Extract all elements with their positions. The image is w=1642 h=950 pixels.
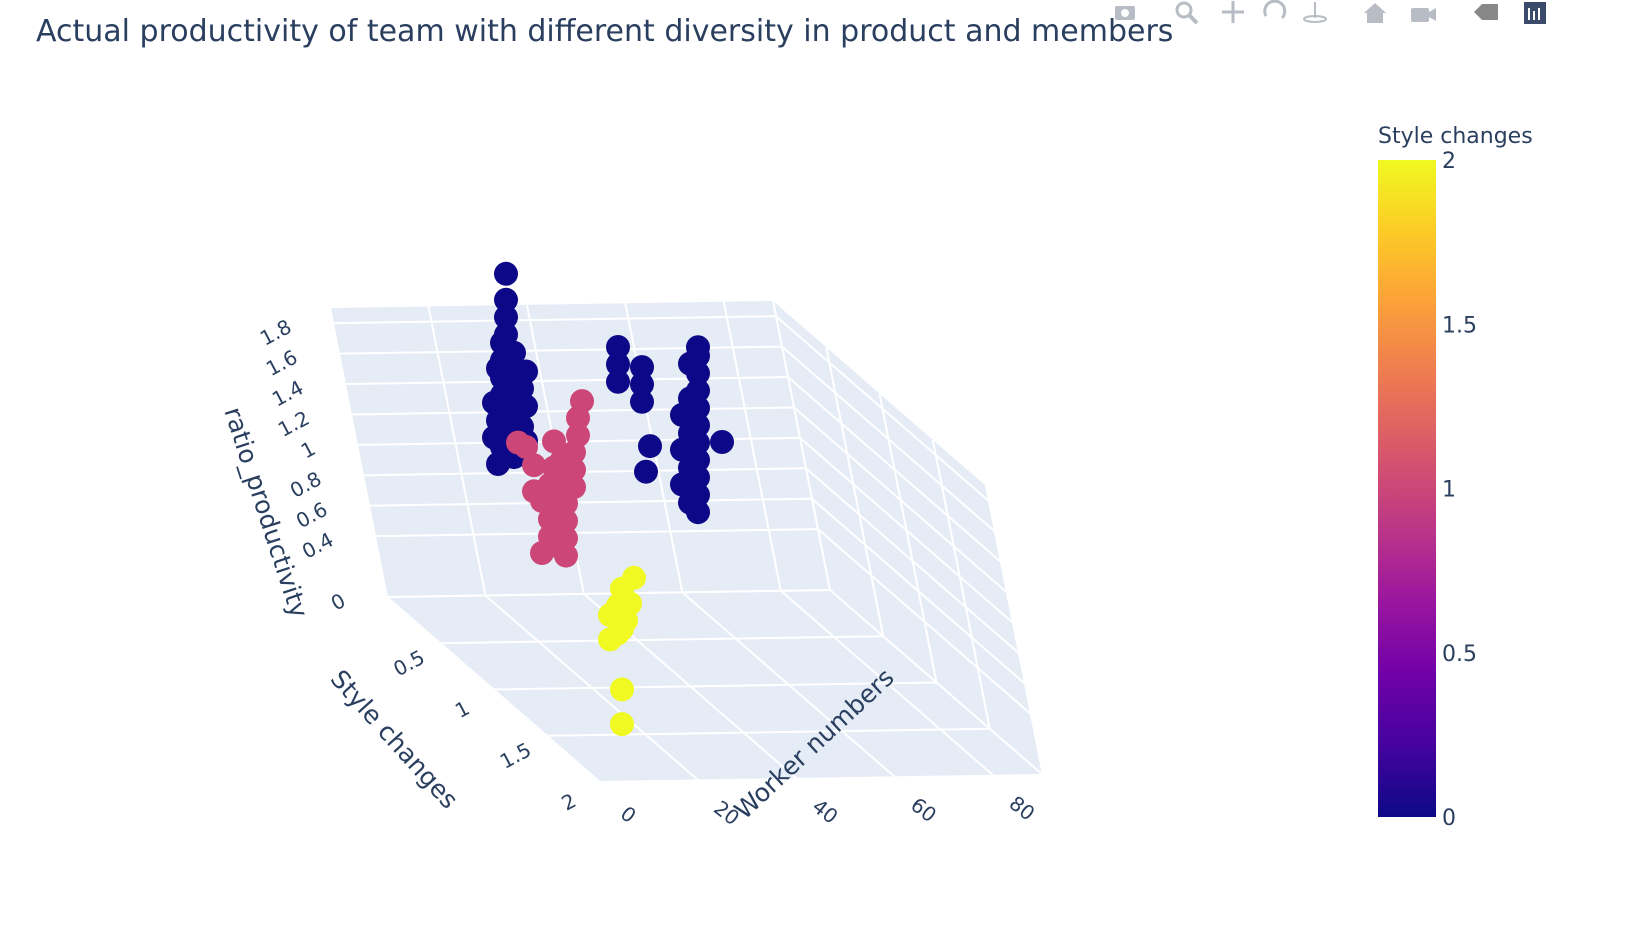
data-point bbox=[606, 335, 630, 359]
data-point bbox=[598, 603, 622, 628]
data-point bbox=[630, 372, 654, 397]
series-style-1 bbox=[506, 389, 594, 568]
y-gridline bbox=[599, 485, 1045, 783]
x-tick-label: 40 bbox=[808, 794, 843, 829]
data-point bbox=[490, 330, 514, 355]
home-icon[interactable] bbox=[1360, 0, 1390, 24]
zoom-icon[interactable] bbox=[1172, 0, 1202, 24]
y-tick-label: 0.5 bbox=[389, 645, 428, 681]
data-point bbox=[670, 402, 694, 427]
data-point bbox=[638, 434, 662, 459]
colorbar-tick-label: 1 bbox=[1442, 478, 1456, 503]
data-point bbox=[610, 677, 634, 702]
y-gridline bbox=[386, 300, 832, 598]
colorbar-tick-label: 0.5 bbox=[1442, 642, 1477, 667]
data-point bbox=[538, 507, 562, 532]
data-point bbox=[486, 452, 510, 476]
data-point bbox=[710, 430, 734, 454]
chart-title: Actual productivity of team with differe… bbox=[36, 14, 1174, 49]
data-point bbox=[566, 406, 590, 430]
colorbar-title: Style changes bbox=[1378, 124, 1533, 149]
data-point bbox=[522, 453, 546, 478]
gridlines bbox=[329, 300, 1045, 783]
data-point bbox=[494, 305, 518, 330]
data-point bbox=[542, 429, 566, 454]
data-point bbox=[606, 352, 630, 377]
z-tick-label: 0 bbox=[327, 588, 350, 615]
scatter3d-scene[interactable]: 00.40.60.811.21.41.61.80.511.52 0 20 40 60 80… bbox=[0, 0, 1300, 950]
y-gridline bbox=[546, 439, 991, 737]
camera-icon[interactable] bbox=[1110, 0, 1140, 24]
y-tick-label: 2 bbox=[557, 788, 580, 815]
data-point bbox=[482, 390, 506, 415]
data-point bbox=[630, 355, 654, 380]
data-point bbox=[522, 479, 546, 504]
hover-toggle-icon[interactable] bbox=[1470, 0, 1500, 24]
data-point bbox=[598, 627, 622, 652]
series-style-0 bbox=[482, 261, 734, 525]
colorbar-tick-label: 2 bbox=[1442, 149, 1456, 174]
camera-view-icon[interactable] bbox=[1408, 0, 1438, 24]
data-point bbox=[486, 356, 510, 381]
data-point bbox=[670, 437, 694, 462]
data-point bbox=[610, 712, 634, 737]
data-point bbox=[678, 490, 702, 515]
data-point bbox=[630, 389, 654, 414]
z-tick-label: 0.4 bbox=[298, 527, 337, 563]
colorbar-tick-label: 1.5 bbox=[1442, 313, 1477, 338]
y-gridline bbox=[493, 393, 938, 691]
y-axis-title: Style changes bbox=[325, 664, 464, 814]
z-tick-label: 1 bbox=[297, 436, 320, 463]
data-point bbox=[678, 351, 702, 376]
data-point bbox=[510, 376, 534, 401]
plotly-logo-icon[interactable] bbox=[1520, 0, 1550, 24]
series-style-2 bbox=[598, 565, 646, 737]
turntable-rotation-icon[interactable] bbox=[1300, 0, 1330, 24]
pan-icon[interactable] bbox=[1218, 0, 1248, 24]
orbit-rotation-icon[interactable] bbox=[1260, 0, 1290, 24]
data-point bbox=[482, 425, 506, 450]
colorbar-tick-label: 0 bbox=[1442, 806, 1456, 831]
markers bbox=[482, 261, 734, 737]
data-point bbox=[606, 369, 630, 394]
data-point bbox=[530, 541, 554, 565]
data-point bbox=[634, 459, 658, 484]
x-tick-label: 0 bbox=[616, 801, 641, 828]
x-tick-label: 60 bbox=[906, 793, 941, 828]
y-gridline bbox=[440, 347, 885, 645]
y-tick-label: 1 bbox=[451, 696, 474, 723]
data-point bbox=[494, 261, 518, 286]
x-tick-label: 80 bbox=[1005, 791, 1040, 826]
y-tick-label: 1.5 bbox=[496, 738, 535, 774]
data-point bbox=[670, 472, 694, 497]
data-point bbox=[506, 430, 530, 455]
colorbar-gradient bbox=[1378, 160, 1436, 817]
data-point bbox=[494, 287, 518, 312]
